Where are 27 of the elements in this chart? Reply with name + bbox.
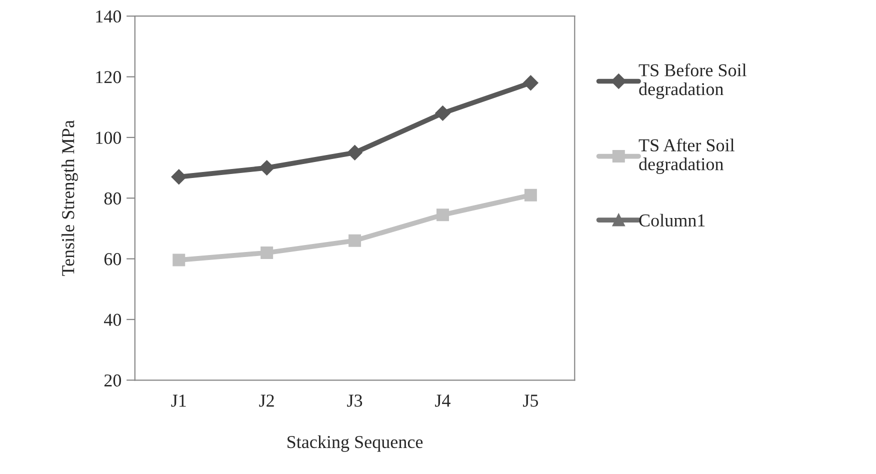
- point: [524, 188, 537, 202]
- y-tick-label: 100: [96, 132, 122, 144]
- legend-label: TS After Soil degradation: [638, 138, 734, 174]
- x-tick-label: J3: [347, 394, 362, 407]
- x-tick-label: J4: [435, 394, 450, 407]
- x-tick-label: J2: [259, 394, 274, 407]
- point: [259, 160, 274, 176]
- y-tick-label: 20: [104, 374, 122, 387]
- x-axis-title: Stacking Sequence: [288, 435, 423, 452]
- point: [436, 208, 449, 222]
- legend-label: Column1: [639, 214, 705, 227]
- point: [260, 246, 274, 259]
- y-axis-title: Tensile Strength MPa: [62, 120, 78, 276]
- y-tick-label: 120: [96, 71, 122, 84]
- legend-label: TS Before Soil degradation: [638, 63, 746, 99]
- x-tick-label: J5: [523, 394, 538, 407]
- point: [435, 106, 450, 121]
- point: [347, 145, 362, 160]
- y-tick-label: 80: [104, 192, 122, 205]
- x-tick-label: J1: [171, 394, 186, 407]
- point: [523, 75, 538, 90]
- point: [172, 254, 186, 266]
- point: [348, 234, 362, 247]
- y-tick-label: 140: [96, 10, 122, 23]
- point: [171, 169, 186, 184]
- y-tick-label: 60: [104, 253, 122, 266]
- y-tick-label: 40: [104, 314, 122, 326]
